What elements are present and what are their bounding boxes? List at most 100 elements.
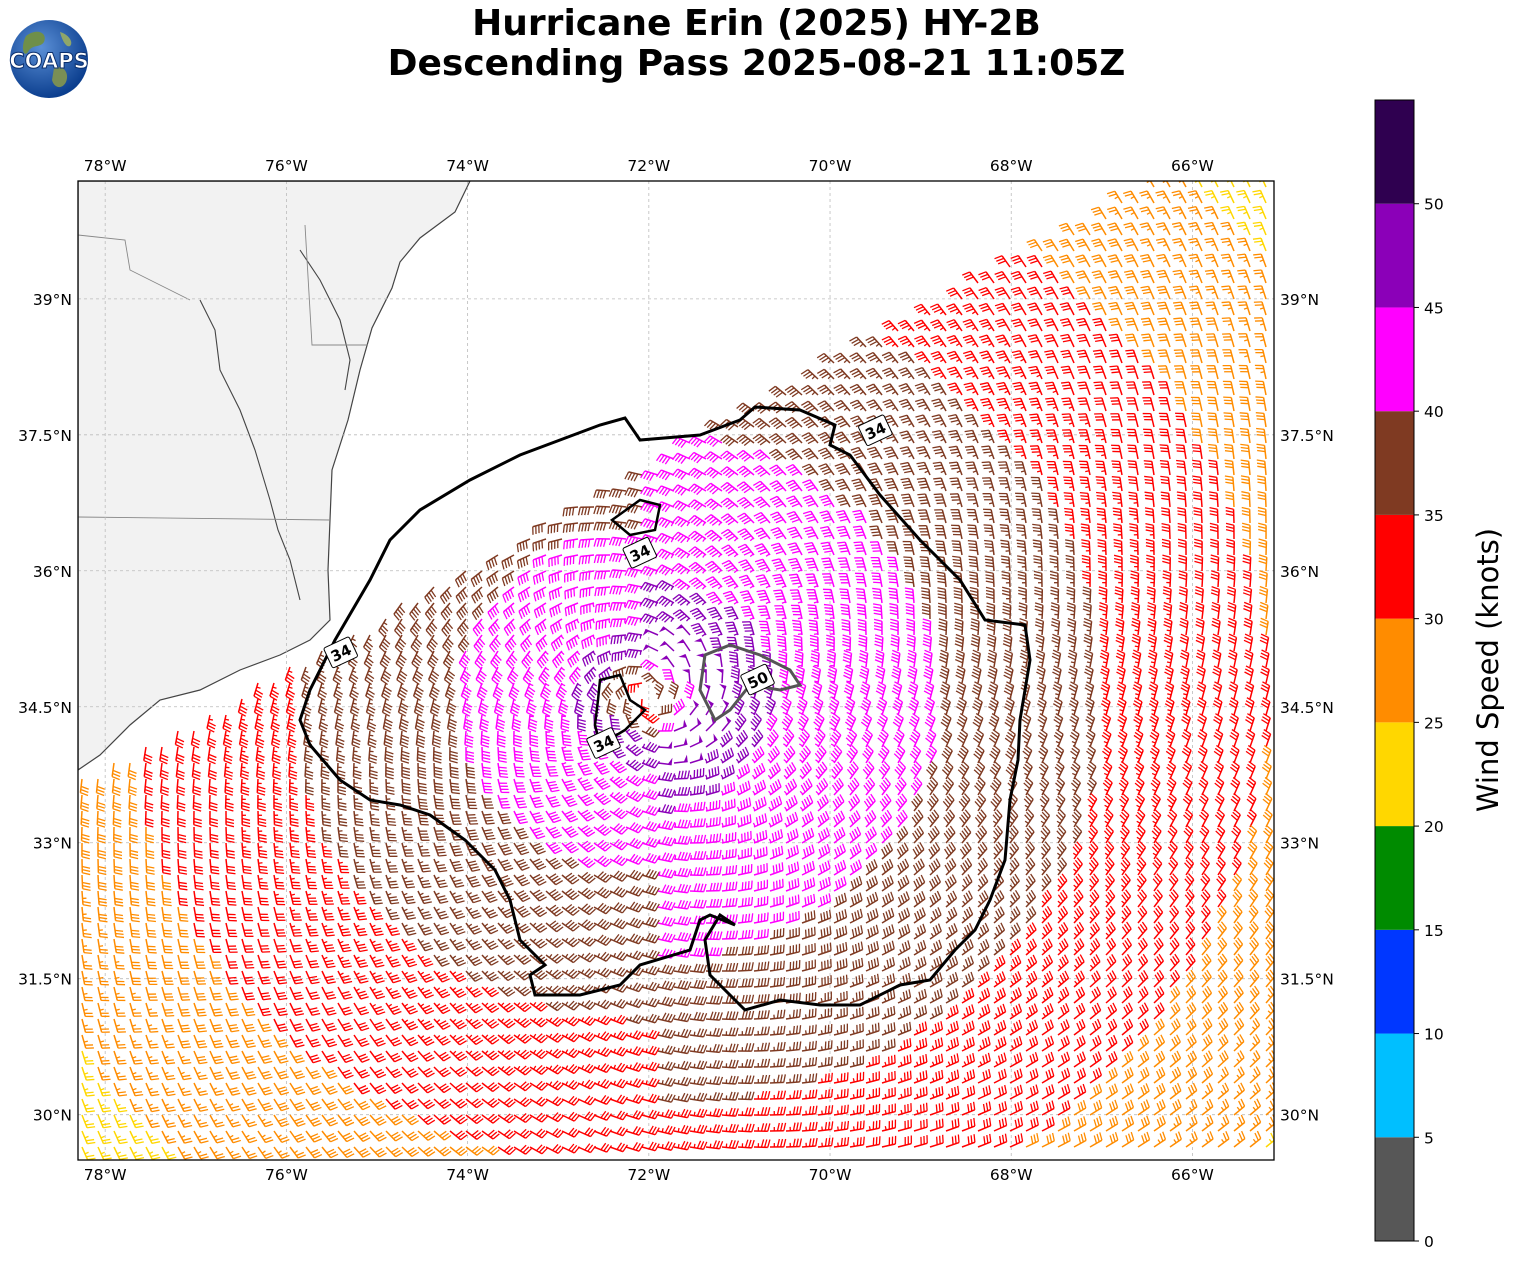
colorbar-bin (1375, 100, 1414, 204)
wind-barb (913, 303, 931, 316)
wind-barb (1236, 237, 1251, 252)
wind-barb (1237, 269, 1251, 284)
wind-barb (1171, 222, 1187, 236)
wind-barb (1042, 238, 1059, 252)
wind-barb (1010, 286, 1027, 300)
wind-barb (1075, 238, 1091, 252)
wind-barb (1123, 206, 1139, 220)
wind-barb (1172, 269, 1187, 284)
wind-barb (1156, 269, 1171, 284)
wind-barb (1091, 270, 1107, 284)
wind-barb (1236, 205, 1251, 220)
colorbar-tick-label: 50 (1424, 196, 1444, 214)
colorbar-bin (1375, 307, 1414, 412)
wind-barb (1108, 285, 1123, 300)
wind-barb (1139, 238, 1155, 252)
colorbar-bin (1375, 203, 1414, 308)
wind-barb (1220, 221, 1235, 236)
wind-barb (994, 271, 1011, 284)
colorbar-tick-label: 0 (1424, 1233, 1434, 1251)
title-line-1: Hurricane Erin (2025) HY-2B (472, 3, 1041, 44)
wind-barb (1204, 205, 1219, 220)
colorbar-bin (1375, 618, 1414, 723)
colorbar-bin (1375, 929, 1414, 1034)
colorbar-tick-label: 40 (1424, 403, 1444, 421)
wind-barb (1220, 253, 1235, 268)
wind-barb (994, 286, 1011, 300)
wind-barb (1155, 206, 1171, 220)
wind-barb (1188, 253, 1203, 268)
wind-barb (1090, 206, 1107, 220)
coaps-logo: COAPS (9, 20, 89, 98)
wind-barb (1106, 190, 1123, 204)
colorbar-bin (1375, 1137, 1414, 1241)
wind-barb (1205, 285, 1219, 300)
wind-barb (1107, 238, 1123, 252)
wind-barb (1221, 269, 1235, 284)
wind-barb (1074, 222, 1091, 236)
wind-barb (1204, 269, 1219, 284)
wind-barb (962, 287, 979, 300)
wind-barb (1155, 222, 1171, 236)
wind-barb (1091, 254, 1107, 268)
colorbar-bin (1375, 826, 1414, 930)
wind-barb (1091, 238, 1107, 252)
colorbar-bin (1375, 514, 1414, 619)
wind-barb (1123, 222, 1139, 236)
wind-barb (1171, 190, 1187, 204)
wind-barb (1123, 190, 1139, 204)
wind-barb (994, 255, 1011, 268)
wind-barb (1204, 221, 1219, 236)
wind-barb (1123, 254, 1139, 268)
wind-barb (1220, 189, 1235, 204)
colorbar-tick-label: 45 (1424, 299, 1444, 317)
wind-barb (1220, 205, 1235, 220)
wind-barb (1253, 269, 1267, 284)
wind-barb (1220, 237, 1235, 252)
wind-barb (1253, 253, 1267, 268)
wind-barb (1188, 285, 1203, 300)
wind-barb (1139, 253, 1155, 268)
wind-barbs (79, 181, 1274, 1160)
wind-barb (1172, 237, 1187, 252)
wind-barb (1172, 253, 1187, 268)
wind-barb (978, 287, 995, 300)
wind-barb (1252, 189, 1267, 204)
colorbar-tick-label: 15 (1424, 922, 1444, 940)
wind-barb (978, 271, 995, 284)
wind-barb (1156, 285, 1171, 300)
wind-barb (1140, 269, 1155, 284)
wind-barb (1026, 238, 1043, 252)
wind-barb (1139, 222, 1155, 236)
colorbar-bin (1375, 411, 1414, 515)
wind-barb (1252, 221, 1267, 236)
colorbar-tick-label: 5 (1424, 1129, 1434, 1147)
wind-barb (1139, 206, 1155, 220)
wind-barb (1107, 206, 1123, 220)
wind-barb (1059, 270, 1075, 284)
wind-barb (1058, 238, 1075, 252)
wind-barb (1188, 237, 1203, 252)
wind-barb (1155, 190, 1171, 204)
logo-text: COAPS (9, 49, 88, 73)
wind-barb (1221, 285, 1235, 300)
wind-barb (1236, 189, 1251, 204)
title-line-2: Descending Pass 2025-08-21 11:05Z (387, 43, 1126, 84)
wind-barb (1253, 285, 1267, 300)
wind-barb (1026, 254, 1043, 268)
wind-barb (1027, 286, 1043, 300)
colorbar-label: Wind Speed (knots) (1471, 528, 1505, 812)
wind-barb (1107, 254, 1123, 268)
colorbar-tick-label: 30 (1424, 611, 1444, 629)
wind-barb (1188, 269, 1203, 284)
wind-barb (1124, 269, 1139, 284)
wind-barb (1124, 285, 1139, 300)
wind-barb (1139, 190, 1155, 204)
wind-barb (1203, 190, 1219, 204)
wind-barb (1156, 253, 1171, 268)
wind-barb (945, 287, 963, 300)
wind-barb (1059, 254, 1075, 268)
wind-barb (1107, 222, 1123, 236)
